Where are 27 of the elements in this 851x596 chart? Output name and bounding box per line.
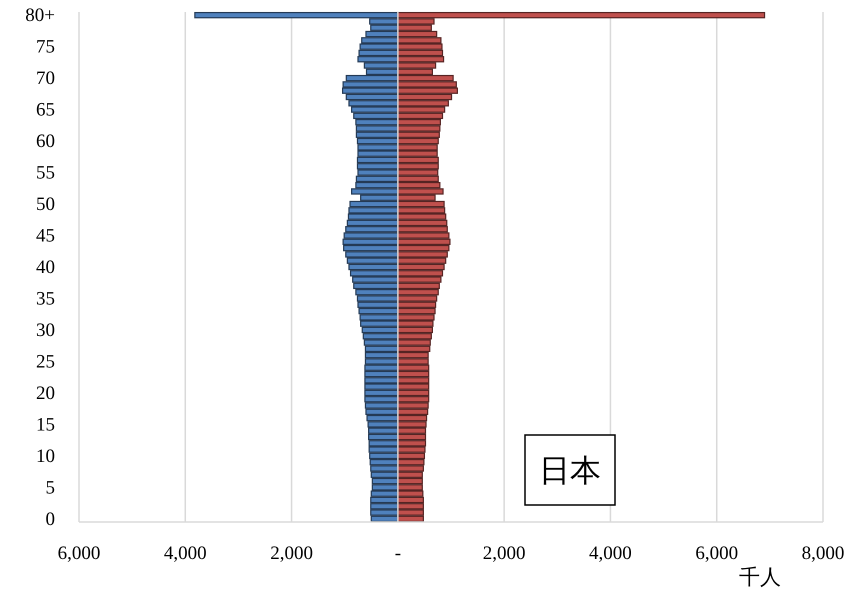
y-tick-label: 30 [36, 320, 55, 341]
y-tick-label: 20 [36, 382, 55, 404]
y-tick-label: 45 [36, 226, 55, 247]
x-tick-label: 6,000 [58, 543, 100, 564]
y-tick-label: 50 [36, 194, 55, 216]
y-tick-label: 80+ [25, 5, 55, 26]
x-tick-label: 2,000 [482, 543, 526, 564]
y-tick-label: 25 [36, 351, 55, 372]
y-tick-label: 35 [36, 288, 55, 310]
y-tick-label: 60 [36, 131, 55, 152]
y-tick-label: 75 [36, 36, 55, 58]
y-tick-label: 40 [36, 257, 55, 278]
y-tick-label: 55 [36, 162, 55, 184]
y-tick-label: 65 [36, 100, 55, 121]
x-tick-label: 4,000 [589, 543, 632, 564]
y-tick-label: 15 [36, 414, 55, 436]
y-tick-label: 70 [36, 68, 55, 90]
x-tick-label: - [394, 543, 402, 564]
annotation: 日本 [539, 453, 601, 488]
x-tick-label: 4,000 [164, 543, 207, 564]
x-tick-label: 6,000 [695, 543, 738, 564]
x-tick-label: 2,000 [270, 543, 313, 564]
x-axis-title: 千人 [739, 565, 781, 589]
y-tick-label: 0 [46, 508, 55, 530]
x-tick-label: 8,000 [802, 543, 844, 564]
y-tick-label: 5 [46, 477, 55, 498]
y-tick-label: 10 [36, 446, 55, 467]
